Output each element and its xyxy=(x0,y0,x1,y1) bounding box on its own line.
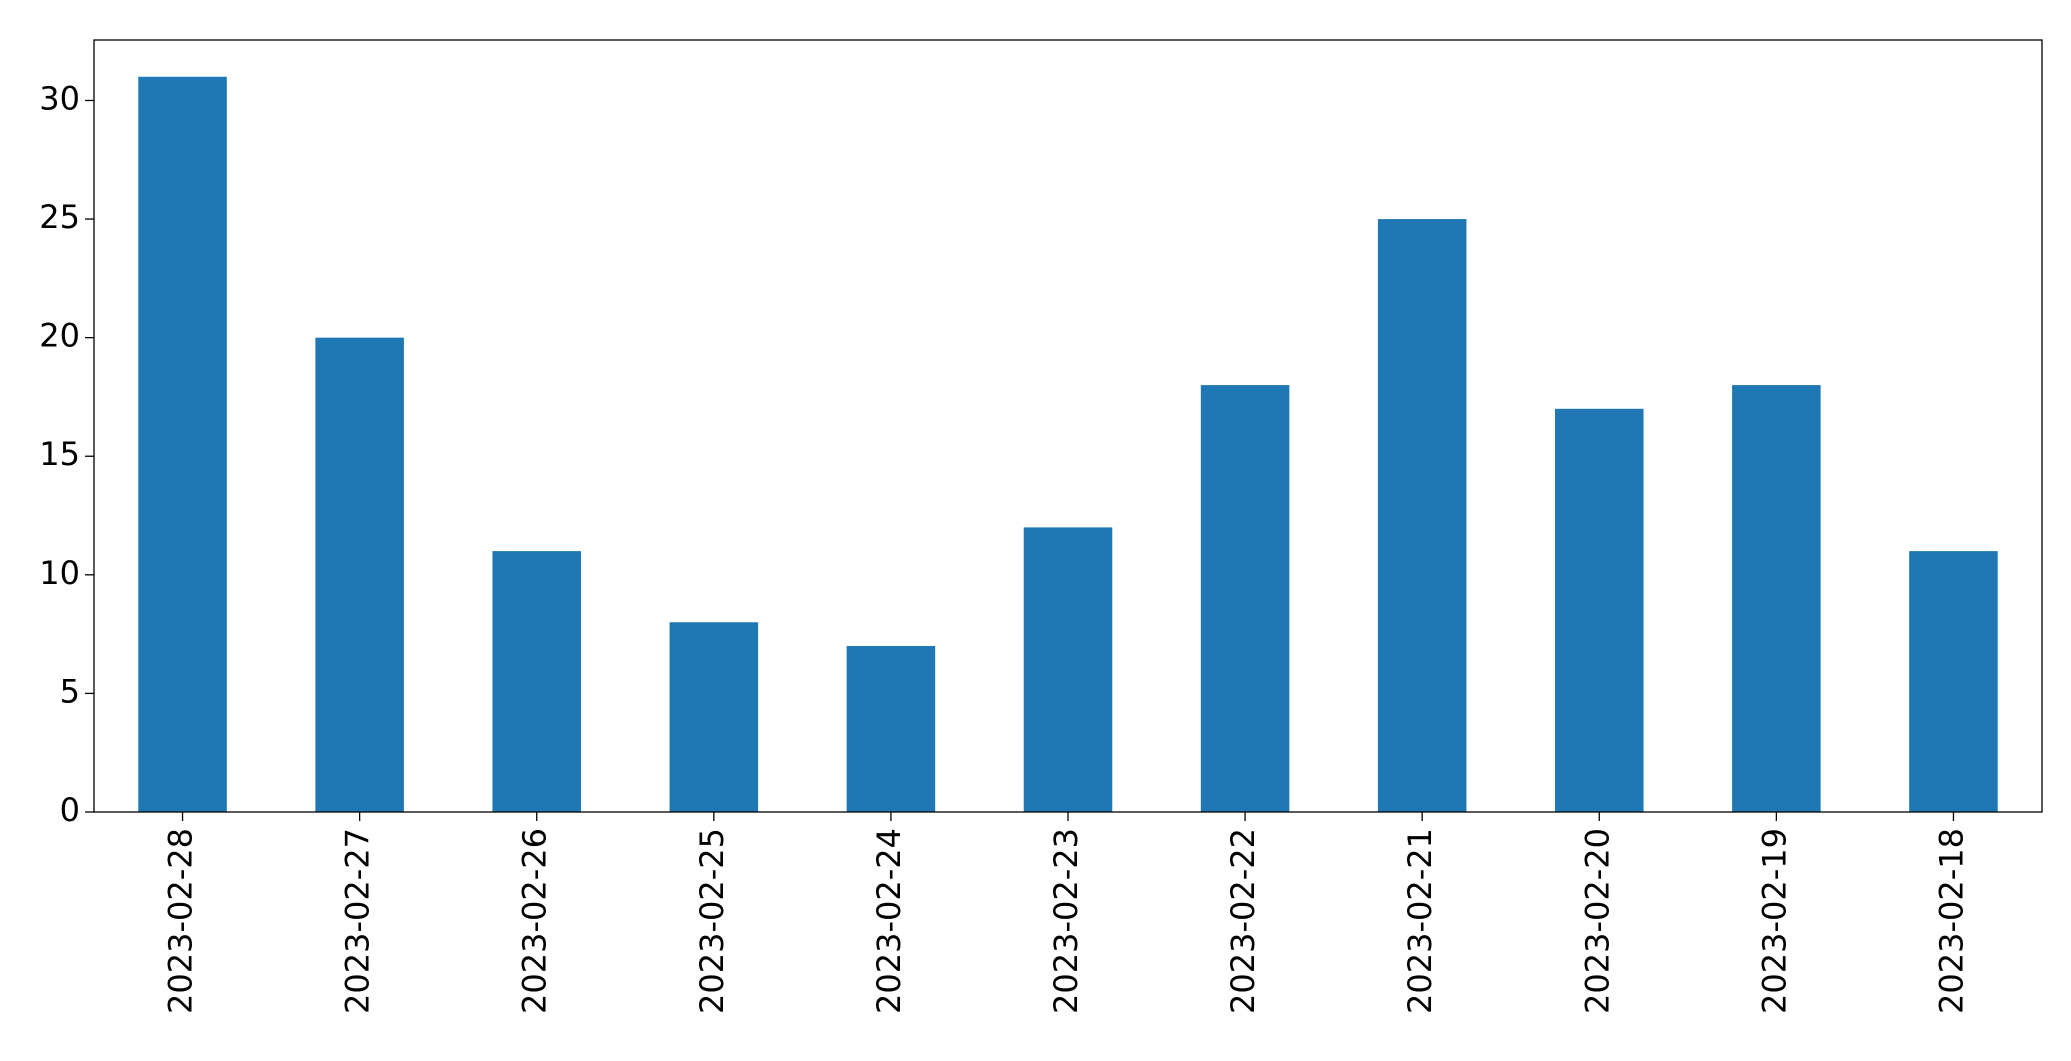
x-tick-label: 2023-02-21 xyxy=(1401,828,1439,1014)
bar xyxy=(669,622,759,812)
bar xyxy=(846,645,936,812)
y-tick-label: 10 xyxy=(39,554,80,592)
y-tick-label: 0 xyxy=(60,791,80,829)
x-tick-label: 2023-02-26 xyxy=(516,828,554,1014)
x-tick-label: 2023-02-25 xyxy=(693,828,731,1014)
x-tick-label: 2023-02-20 xyxy=(1578,828,1616,1014)
x-tick-label: 2023-02-28 xyxy=(162,828,200,1014)
bar xyxy=(1555,408,1644,812)
x-tick-label: 2023-02-19 xyxy=(1755,828,1793,1014)
bar xyxy=(1377,219,1467,813)
y-tick-label: 15 xyxy=(39,435,80,473)
y-tick-label: 20 xyxy=(39,317,80,355)
bar xyxy=(138,76,227,812)
x-tick-label: 2023-02-27 xyxy=(339,828,377,1014)
bar xyxy=(492,551,581,812)
x-tick-label: 2023-02-22 xyxy=(1224,828,1262,1014)
bar xyxy=(315,337,404,812)
bar xyxy=(1732,385,1821,812)
y-tick-label: 25 xyxy=(39,198,80,236)
bar xyxy=(1909,551,1998,812)
x-tick-label: 2023-02-24 xyxy=(870,828,908,1014)
y-tick-label: 30 xyxy=(39,79,80,117)
bar xyxy=(1023,527,1113,812)
bar xyxy=(1200,385,1290,812)
x-tick-label: 2023-02-23 xyxy=(1047,828,1085,1014)
x-tick-label: 2023-02-18 xyxy=(1932,828,1970,1014)
plot-frame xyxy=(93,39,2043,813)
y-tick-label: 5 xyxy=(60,672,80,710)
